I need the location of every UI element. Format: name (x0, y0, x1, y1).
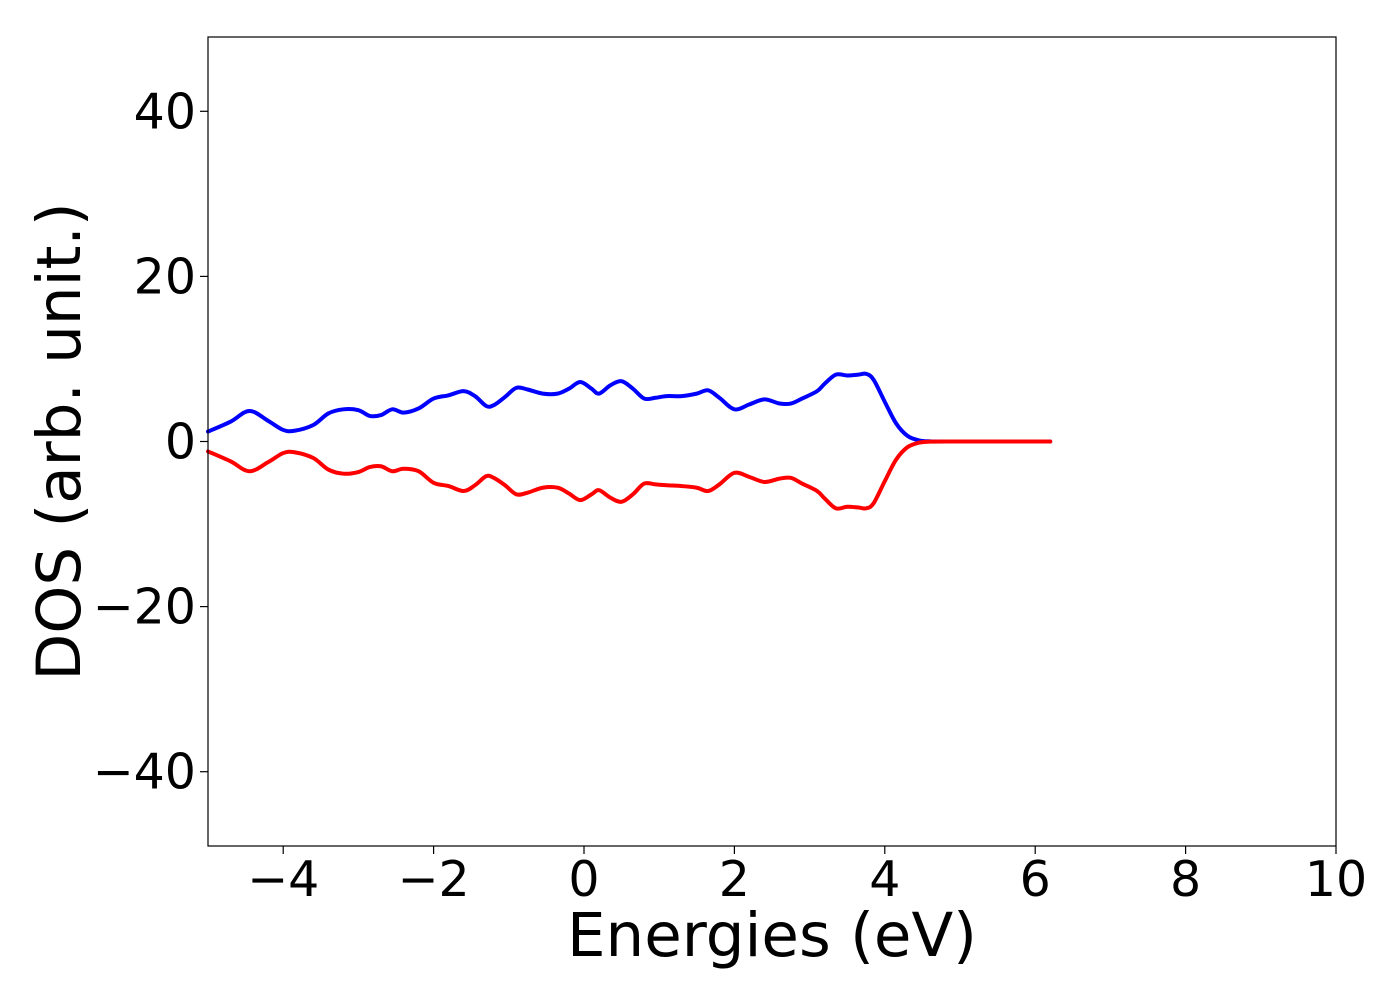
x-tick-label: −2 (397, 851, 469, 908)
y-axis-ticks: −40 −20 0 20 40 (93, 83, 208, 801)
y-tick-label: −20 (93, 579, 196, 636)
y-tick-label: 20 (134, 248, 196, 305)
y-tick-label: −40 (93, 744, 196, 801)
x-tick-label: 4 (869, 851, 900, 908)
x-axis-ticks: −4 −2 0 2 4 6 8 10 (247, 846, 1367, 908)
plot-lines (206, 371, 1053, 511)
x-tick-label: 0 (568, 851, 599, 908)
series-line-2 (206, 439, 1053, 511)
x-tick-label: 2 (719, 851, 750, 908)
series-line-1 (206, 371, 1053, 444)
x-tick-label: −4 (247, 851, 319, 908)
x-tick-label: 8 (1170, 851, 1201, 908)
x-axis-label: Energies (eV) (567, 900, 977, 971)
x-tick-label: 6 (1020, 851, 1051, 908)
y-tick-label: 40 (134, 83, 196, 140)
y-axis-label: DOS (arb. unit.) (24, 202, 95, 680)
y-tick-label: 0 (165, 414, 196, 471)
x-tick-label: 10 (1305, 851, 1367, 908)
